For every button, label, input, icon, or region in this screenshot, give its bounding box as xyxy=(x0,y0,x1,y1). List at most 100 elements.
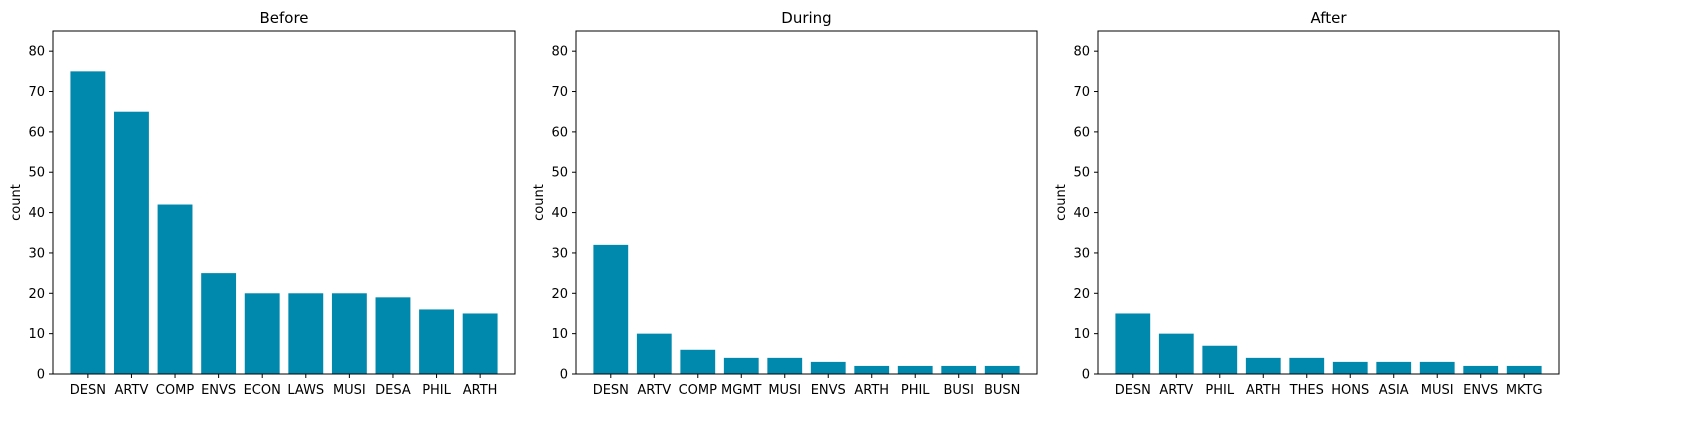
bar xyxy=(854,365,890,374)
y-tick-label: 80 xyxy=(551,45,568,60)
x-tick-label: DESN xyxy=(1115,383,1151,398)
y-tick-label: 80 xyxy=(1073,45,1090,60)
x-tick-label: ARTV xyxy=(1159,383,1193,398)
plot-frame xyxy=(575,30,1038,375)
x-tick-label: HONS xyxy=(1331,383,1369,398)
x-tick-label: LAWS xyxy=(287,383,324,398)
y-tick-label: 20 xyxy=(1073,287,1090,302)
x-tick-label: ARTH xyxy=(1246,383,1281,398)
x-tick-label: ARTH xyxy=(854,383,889,398)
bar xyxy=(462,313,498,374)
x-tick-label: ENVS xyxy=(201,383,236,398)
bar xyxy=(244,293,280,374)
bar xyxy=(1289,357,1325,374)
x-tick-label: MGMT xyxy=(721,383,762,398)
y-tick-label: 50 xyxy=(28,166,45,181)
x-tick-label: COMP xyxy=(156,383,195,398)
bar xyxy=(1463,365,1499,374)
bar xyxy=(157,204,193,374)
y-tick-label: 70 xyxy=(28,85,45,100)
bar xyxy=(1376,361,1412,374)
subplot-2: 0 10 20 30 40 50 60 70 80 DESN ARTV COMP MGMT MUSI ENV… xyxy=(532,9,1038,398)
bar xyxy=(1202,345,1238,374)
bar xyxy=(331,293,367,374)
bar xyxy=(1245,357,1281,374)
chart-title: During xyxy=(781,9,831,27)
plot-frame xyxy=(1097,30,1560,375)
y-tick-label: 20 xyxy=(551,287,568,302)
x-tick-label: ENVS xyxy=(811,383,846,398)
x-tick-label: BUSN xyxy=(984,383,1020,398)
y-tick-label: 60 xyxy=(1073,125,1090,140)
bar xyxy=(680,349,716,374)
y-tick-label: 0 xyxy=(37,368,45,383)
x-tick-label: ARTH xyxy=(463,383,498,398)
y-tick-label: 70 xyxy=(551,85,568,100)
bar xyxy=(1332,361,1368,374)
bar xyxy=(114,111,149,375)
y-tick-label: 60 xyxy=(551,125,568,140)
x-tick-label: PHIL xyxy=(422,383,451,398)
subplot-1: 0 10 20 30 40 50 60 70 80 DESN ARTV COMP ENVS ECON LAW… xyxy=(9,9,516,398)
x-tick-label: PHIL xyxy=(901,383,930,398)
x-tick-label: BUSI xyxy=(943,383,974,398)
x-tick-label: ENVS xyxy=(1463,383,1498,398)
y-tick-label: 0 xyxy=(1082,368,1090,383)
bar xyxy=(984,365,1020,374)
x-tick-label: ASIA xyxy=(1379,383,1409,398)
bar xyxy=(375,297,411,374)
bar xyxy=(593,244,629,374)
y-tick-label: 50 xyxy=(1073,166,1090,181)
x-tick-label: MKTG xyxy=(1506,383,1543,398)
y-tick-label: 10 xyxy=(1073,327,1090,342)
bar xyxy=(1506,365,1542,374)
bar xyxy=(288,293,324,374)
y-tick-label: 30 xyxy=(551,246,568,261)
y-tick-label: 10 xyxy=(551,327,568,342)
y-tick-label: 60 xyxy=(28,125,45,140)
x-tick-label: ECON xyxy=(244,383,281,398)
x-tick-label: DESN xyxy=(70,383,106,398)
y-tick-label: 0 xyxy=(560,368,568,383)
y-axis-label: count xyxy=(1054,184,1069,221)
y-tick-label: 20 xyxy=(28,287,45,302)
y-tick-label: 50 xyxy=(551,166,568,181)
bar xyxy=(1158,333,1194,374)
bar xyxy=(1115,313,1151,374)
y-tick-label: 40 xyxy=(28,206,45,221)
y-axis-label: count xyxy=(9,184,24,221)
x-tick-label: MUSI xyxy=(333,383,366,398)
chart-title: After xyxy=(1310,9,1347,27)
bar xyxy=(810,361,846,374)
x-tick-label: ARTV xyxy=(115,383,149,398)
x-tick-label: DESA xyxy=(375,383,411,398)
y-tick-label: 40 xyxy=(551,206,568,221)
y-tick-label: 70 xyxy=(1073,85,1090,100)
bar xyxy=(897,365,933,374)
x-tick-label: ARTV xyxy=(637,383,671,398)
y-axis-label: count xyxy=(532,184,547,221)
bar xyxy=(767,357,803,374)
y-tick-label: 80 xyxy=(28,45,45,60)
bar xyxy=(941,365,977,374)
x-tick-label: DESN xyxy=(593,383,629,398)
y-tick-label: 30 xyxy=(28,246,45,261)
bar xyxy=(1419,361,1455,374)
x-tick-label: PHIL xyxy=(1205,383,1234,398)
bar xyxy=(70,71,106,374)
bar xyxy=(201,273,237,374)
subplot-3: 0 10 20 30 40 50 60 70 80 DESN ARTV PHIL ARTH THES HON… xyxy=(1054,9,1560,398)
bar xyxy=(723,357,759,374)
x-tick-label: THES xyxy=(1289,383,1324,398)
x-tick-label: COMP xyxy=(679,383,718,398)
x-tick-label: MUSI xyxy=(1421,383,1454,398)
plot-frame xyxy=(52,30,516,375)
bar xyxy=(636,333,672,374)
x-tick-label: MUSI xyxy=(768,383,801,398)
y-tick-label: 40 xyxy=(1073,206,1090,221)
bar xyxy=(419,309,454,374)
y-tick-label: 10 xyxy=(28,327,45,342)
y-tick-label: 30 xyxy=(1073,246,1090,261)
